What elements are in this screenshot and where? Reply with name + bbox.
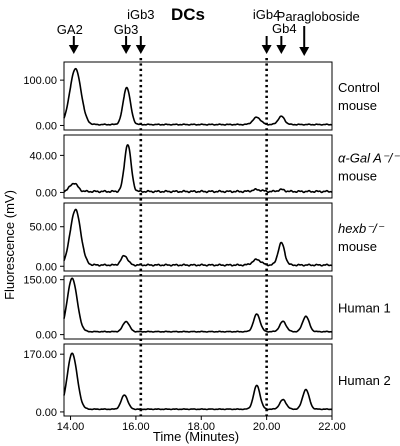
marker-arrow-head — [299, 47, 310, 56]
sample-label: Human 1 — [338, 301, 391, 316]
y-tick-label: 50.00 — [29, 222, 57, 234]
sample-label: mouse — [338, 239, 377, 254]
trace-line — [63, 67, 333, 126]
panel-frame — [63, 343, 333, 417]
marker-arrow-head — [68, 45, 79, 54]
marker-label: iGb4 — [253, 7, 280, 22]
marker-label: Gb3 — [114, 22, 139, 37]
chart-title: DCs — [171, 5, 205, 24]
y-tick-label: 170.00 — [23, 349, 57, 361]
marker-label: GA2 — [57, 22, 83, 37]
y-tick-label: 0.00 — [36, 407, 57, 419]
marker-gb3: Gb3 — [114, 22, 139, 54]
marker-gb4: Gb4 — [272, 21, 297, 54]
y-tick-label: 0.00 — [36, 187, 57, 199]
x-tick-label: 22.00 — [318, 421, 346, 433]
marker-arrow-head — [276, 45, 287, 54]
panel-2: 40.00 0.00 α-Gal A⁻/⁻ mouse — [29, 134, 400, 199]
marker-label: iGb3 — [127, 7, 154, 22]
marker-label: Gb4 — [272, 21, 297, 36]
marker-ga2: GA2 — [57, 22, 83, 54]
y-tick-label: 0.00 — [36, 261, 57, 273]
panel-frame — [63, 61, 333, 131]
marker-igb3: iGb3 — [127, 7, 155, 54]
x-tick-label: 14.00 — [57, 421, 85, 433]
x-tick-label: 16.00 — [122, 421, 150, 433]
chromatogram-panels: 100.00 0.00 Control mouse 40.00 0.00 α-Gal A⁻/… — [23, 61, 400, 419]
x-axis-label: Time (Minutes) — [153, 429, 239, 444]
panel-3: 50.00 0.00 hexb⁻/⁻ mouse — [29, 202, 385, 273]
sample-label: mouse — [338, 169, 377, 184]
trace-line — [63, 352, 333, 411]
x-tick-label: 18.00 — [188, 421, 216, 433]
marker-arrow-head — [135, 45, 146, 54]
trace-line — [63, 277, 333, 333]
marker-igb4: iGb4 — [253, 7, 280, 54]
y-tick-label: 100.00 — [23, 75, 57, 87]
panel-5: 170.00 0.00 Human 2 — [23, 343, 391, 419]
x-axis: 14.00 16.00 18.00 20.00 22.00 — [57, 416, 346, 433]
y-axis-label: Fluorescence (mV) — [2, 190, 17, 300]
sample-label: Control — [338, 80, 380, 95]
marker-label: Paragloboside — [277, 9, 360, 24]
sample-label: Human 2 — [338, 373, 391, 388]
panel-1: 100.00 0.00 Control mouse — [23, 61, 380, 132]
guide-lines — [139, 58, 268, 416]
marker-arrow-head — [261, 45, 272, 54]
trace-line — [63, 208, 333, 267]
x-tick-label: 20.00 — [253, 421, 281, 433]
y-tick-label: 0.00 — [36, 330, 57, 342]
panel-frame — [63, 134, 333, 199]
trace-line — [63, 144, 333, 194]
y-tick-label: 150.00 — [23, 275, 57, 287]
y-tick-label: 40.00 — [29, 150, 57, 162]
sample-label: hexb⁻/⁻ — [338, 221, 385, 236]
sample-label: mouse — [338, 98, 377, 113]
panel-4: 150.00 0.00 Human 1 — [23, 275, 390, 342]
marker-arrow-head — [121, 45, 132, 54]
marker-paragloboside: Paragloboside — [277, 9, 360, 56]
panel-frame — [63, 202, 333, 272]
panel-frame — [63, 275, 333, 340]
sample-label: α-Gal A⁻/⁻ — [338, 151, 400, 166]
y-tick-label: 0.00 — [36, 120, 57, 132]
